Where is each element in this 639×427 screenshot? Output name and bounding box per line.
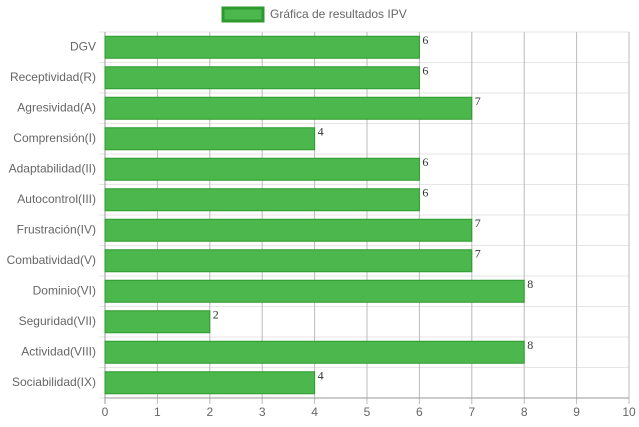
bar: [104, 96, 473, 120]
y-tick-label: Frustración(IV): [17, 222, 96, 236]
x-tick-label: 10: [622, 405, 636, 419]
bar: [104, 127, 316, 151]
value-label: 7: [475, 247, 481, 261]
value-label: 4: [318, 125, 324, 139]
value-label: 6: [422, 64, 428, 78]
y-tick-label: Combatividad(V): [7, 253, 96, 267]
y-tick-label: Sociabilidad(IX): [12, 375, 96, 389]
bar: [104, 218, 473, 242]
x-tick-label: 1: [154, 405, 161, 419]
x-tick-label: 2: [206, 405, 213, 419]
x-tick-label: 5: [364, 405, 371, 419]
y-tick-label: Adaptabilidad(II): [9, 161, 96, 175]
x-tick-label: 3: [259, 405, 266, 419]
bar: [104, 66, 420, 90]
value-label: 6: [422, 155, 428, 169]
bar: [104, 157, 420, 181]
value-label: 7: [475, 94, 481, 108]
value-label: 6: [422, 33, 428, 47]
value-label: 8: [527, 277, 533, 291]
bar: [104, 310, 211, 334]
bar: [104, 249, 473, 273]
y-tick-label: Autocontrol(III): [17, 192, 96, 206]
x-tick-label: 4: [311, 405, 318, 419]
bar: [104, 340, 525, 364]
y-tick-label: Receptividad(R): [10, 70, 96, 84]
x-tick-label: 6: [416, 405, 423, 419]
bar: [104, 35, 420, 59]
x-tick-label: 9: [573, 405, 580, 419]
y-tick-label: Comprensión(I): [13, 131, 96, 145]
legend-swatch[interactable]: [221, 6, 265, 23]
y-tick-label: Dominio(VI): [33, 283, 96, 297]
bar: [104, 371, 316, 395]
value-label: 4: [318, 369, 324, 383]
x-tick-label: 8: [521, 405, 528, 419]
y-tick-label: Actividad(VIII): [21, 344, 96, 358]
x-tick-label: 0: [102, 405, 109, 419]
value-label: 2: [213, 308, 219, 322]
legend-label[interactable]: Gráfica de resultados IPV: [270, 7, 407, 21]
y-tick-label: Agresividad(A): [17, 100, 96, 114]
y-tick-label: DGV: [70, 39, 96, 53]
value-label: 8: [527, 338, 533, 352]
y-tick-label: Seguridad(VII): [19, 314, 96, 328]
bar: [104, 279, 525, 303]
x-tick-label: 7: [468, 405, 475, 419]
value-label: 7: [475, 216, 481, 230]
bar: [104, 188, 420, 212]
value-label: 6: [422, 186, 428, 200]
